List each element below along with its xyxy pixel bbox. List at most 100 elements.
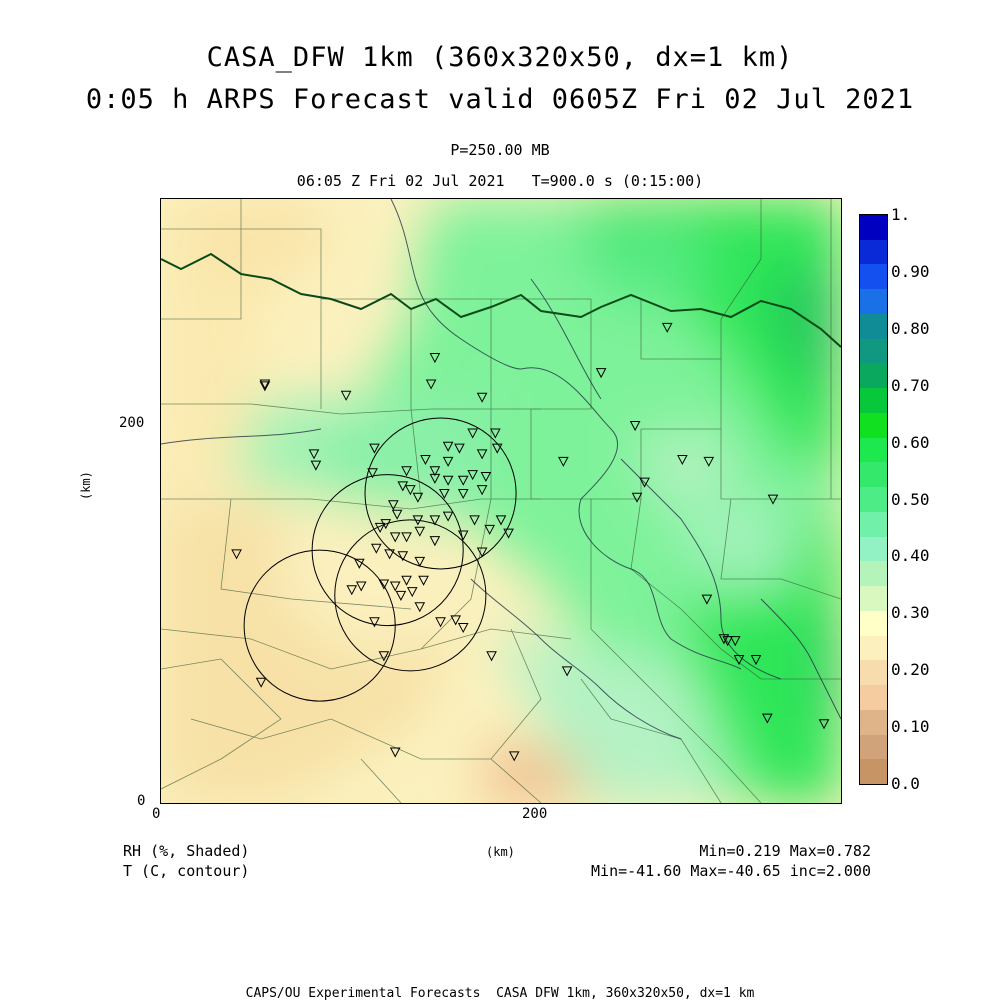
colorbar-label: 0.10 <box>891 717 930 737</box>
station-marker <box>412 492 424 503</box>
colorbar-label: 0.90 <box>891 261 930 281</box>
station-marker <box>450 615 461 626</box>
colorbar-label: 0.80 <box>891 318 930 338</box>
plot-title-line1: CASA_DFW 1km (360x320x50, dx=1 km) <box>206 42 794 73</box>
station-marker <box>380 519 392 530</box>
station-marker <box>442 511 454 522</box>
colorbar-segment <box>860 437 887 463</box>
station-marker <box>371 543 382 554</box>
station-marker <box>480 471 492 483</box>
station-marker <box>486 651 497 662</box>
colorbar-segment <box>860 635 887 661</box>
colorbar-segment <box>860 734 887 760</box>
colorbar-segment <box>860 239 887 265</box>
station-marker <box>340 390 352 401</box>
colorbar-segment <box>860 486 887 512</box>
station-marker <box>467 428 478 439</box>
colorbar-label: 0.0 <box>891 774 920 793</box>
colorbar-segment <box>860 560 887 587</box>
station-marker <box>414 526 426 537</box>
station-marker <box>476 449 488 460</box>
forecast-map-panel <box>160 198 842 804</box>
x-tick-0: 0 <box>152 806 161 822</box>
radar-range-ring <box>364 417 517 570</box>
station-marker <box>508 751 520 762</box>
colorbar-segment <box>860 362 887 389</box>
station-marker <box>703 456 715 467</box>
station-marker <box>231 549 242 560</box>
station-marker <box>457 475 469 486</box>
station-marker <box>495 515 507 526</box>
station-marker <box>442 475 454 486</box>
colorbar-segment <box>860 709 887 735</box>
colorbar-segment <box>860 659 887 686</box>
radar-range-ring <box>334 519 487 672</box>
station-marker <box>378 579 390 590</box>
station-marker <box>389 532 401 543</box>
station-marker <box>397 481 409 492</box>
station-marker <box>442 456 454 467</box>
station-marker <box>429 466 441 477</box>
station-marker <box>355 581 367 592</box>
station-marker <box>558 456 569 467</box>
colorbar-segment <box>860 313 887 339</box>
station-marker <box>435 617 446 628</box>
rh-shaded-map <box>161 199 841 803</box>
station-markers <box>231 322 830 762</box>
y-axis-label: (km) <box>79 471 93 500</box>
pressure-level-label: P=250.00 MB <box>450 141 550 159</box>
station-marker <box>378 651 390 662</box>
state-border <box>161 252 841 348</box>
colorbar-segment <box>860 536 887 562</box>
station-marker <box>354 558 365 569</box>
station-marker <box>255 677 267 688</box>
station-marker <box>629 421 641 432</box>
station-marker <box>346 585 358 596</box>
radar-range-rings <box>243 417 517 702</box>
station-marker <box>442 441 454 452</box>
colorbar-segment <box>860 214 887 240</box>
colorbar-segment <box>860 585 887 611</box>
station-marker <box>259 381 271 392</box>
station-marker <box>750 655 762 666</box>
station-marker <box>454 443 465 454</box>
station-marker <box>367 468 378 479</box>
station-marker <box>425 379 437 390</box>
station-marker <box>259 379 271 390</box>
station-marker <box>476 547 488 558</box>
station-marker <box>491 443 503 454</box>
station-marker <box>397 551 409 562</box>
station-marker <box>391 509 403 520</box>
station-marker <box>503 528 514 539</box>
colorbar-segment <box>860 511 887 537</box>
station-marker <box>308 449 320 460</box>
station-marker <box>733 655 745 666</box>
station-marker <box>729 636 741 647</box>
station-marker <box>401 466 412 477</box>
colorbar-label: 0.40 <box>891 546 930 566</box>
station-marker <box>420 454 431 466</box>
station-marker <box>439 488 450 500</box>
shaded-field-stats: Min=0.219 Max=0.782 <box>699 842 871 860</box>
station-marker <box>429 515 441 526</box>
station-marker <box>401 532 412 543</box>
station-marker <box>484 524 495 535</box>
y-tick-200: 200 <box>119 415 145 431</box>
x-axis-label: (km) <box>486 845 515 859</box>
station-marker <box>457 622 469 634</box>
colorbar-segment <box>860 387 887 413</box>
station-marker <box>406 587 418 598</box>
station-marker <box>469 515 480 526</box>
colorbar-label: 0.20 <box>891 660 930 680</box>
colorbar-segment <box>860 412 887 438</box>
x-tick-200: 200 <box>522 806 548 822</box>
station-marker <box>418 575 429 586</box>
colorbar-label: 0.50 <box>891 489 930 509</box>
station-marker <box>467 470 478 481</box>
footer-credit: CAPS/OU Experimental Forecasts CASA DFW … <box>245 986 755 1001</box>
colorbar <box>859 214 888 785</box>
station-marker <box>369 617 380 628</box>
station-marker <box>701 594 713 605</box>
station-marker <box>476 485 488 496</box>
station-marker <box>722 636 733 647</box>
